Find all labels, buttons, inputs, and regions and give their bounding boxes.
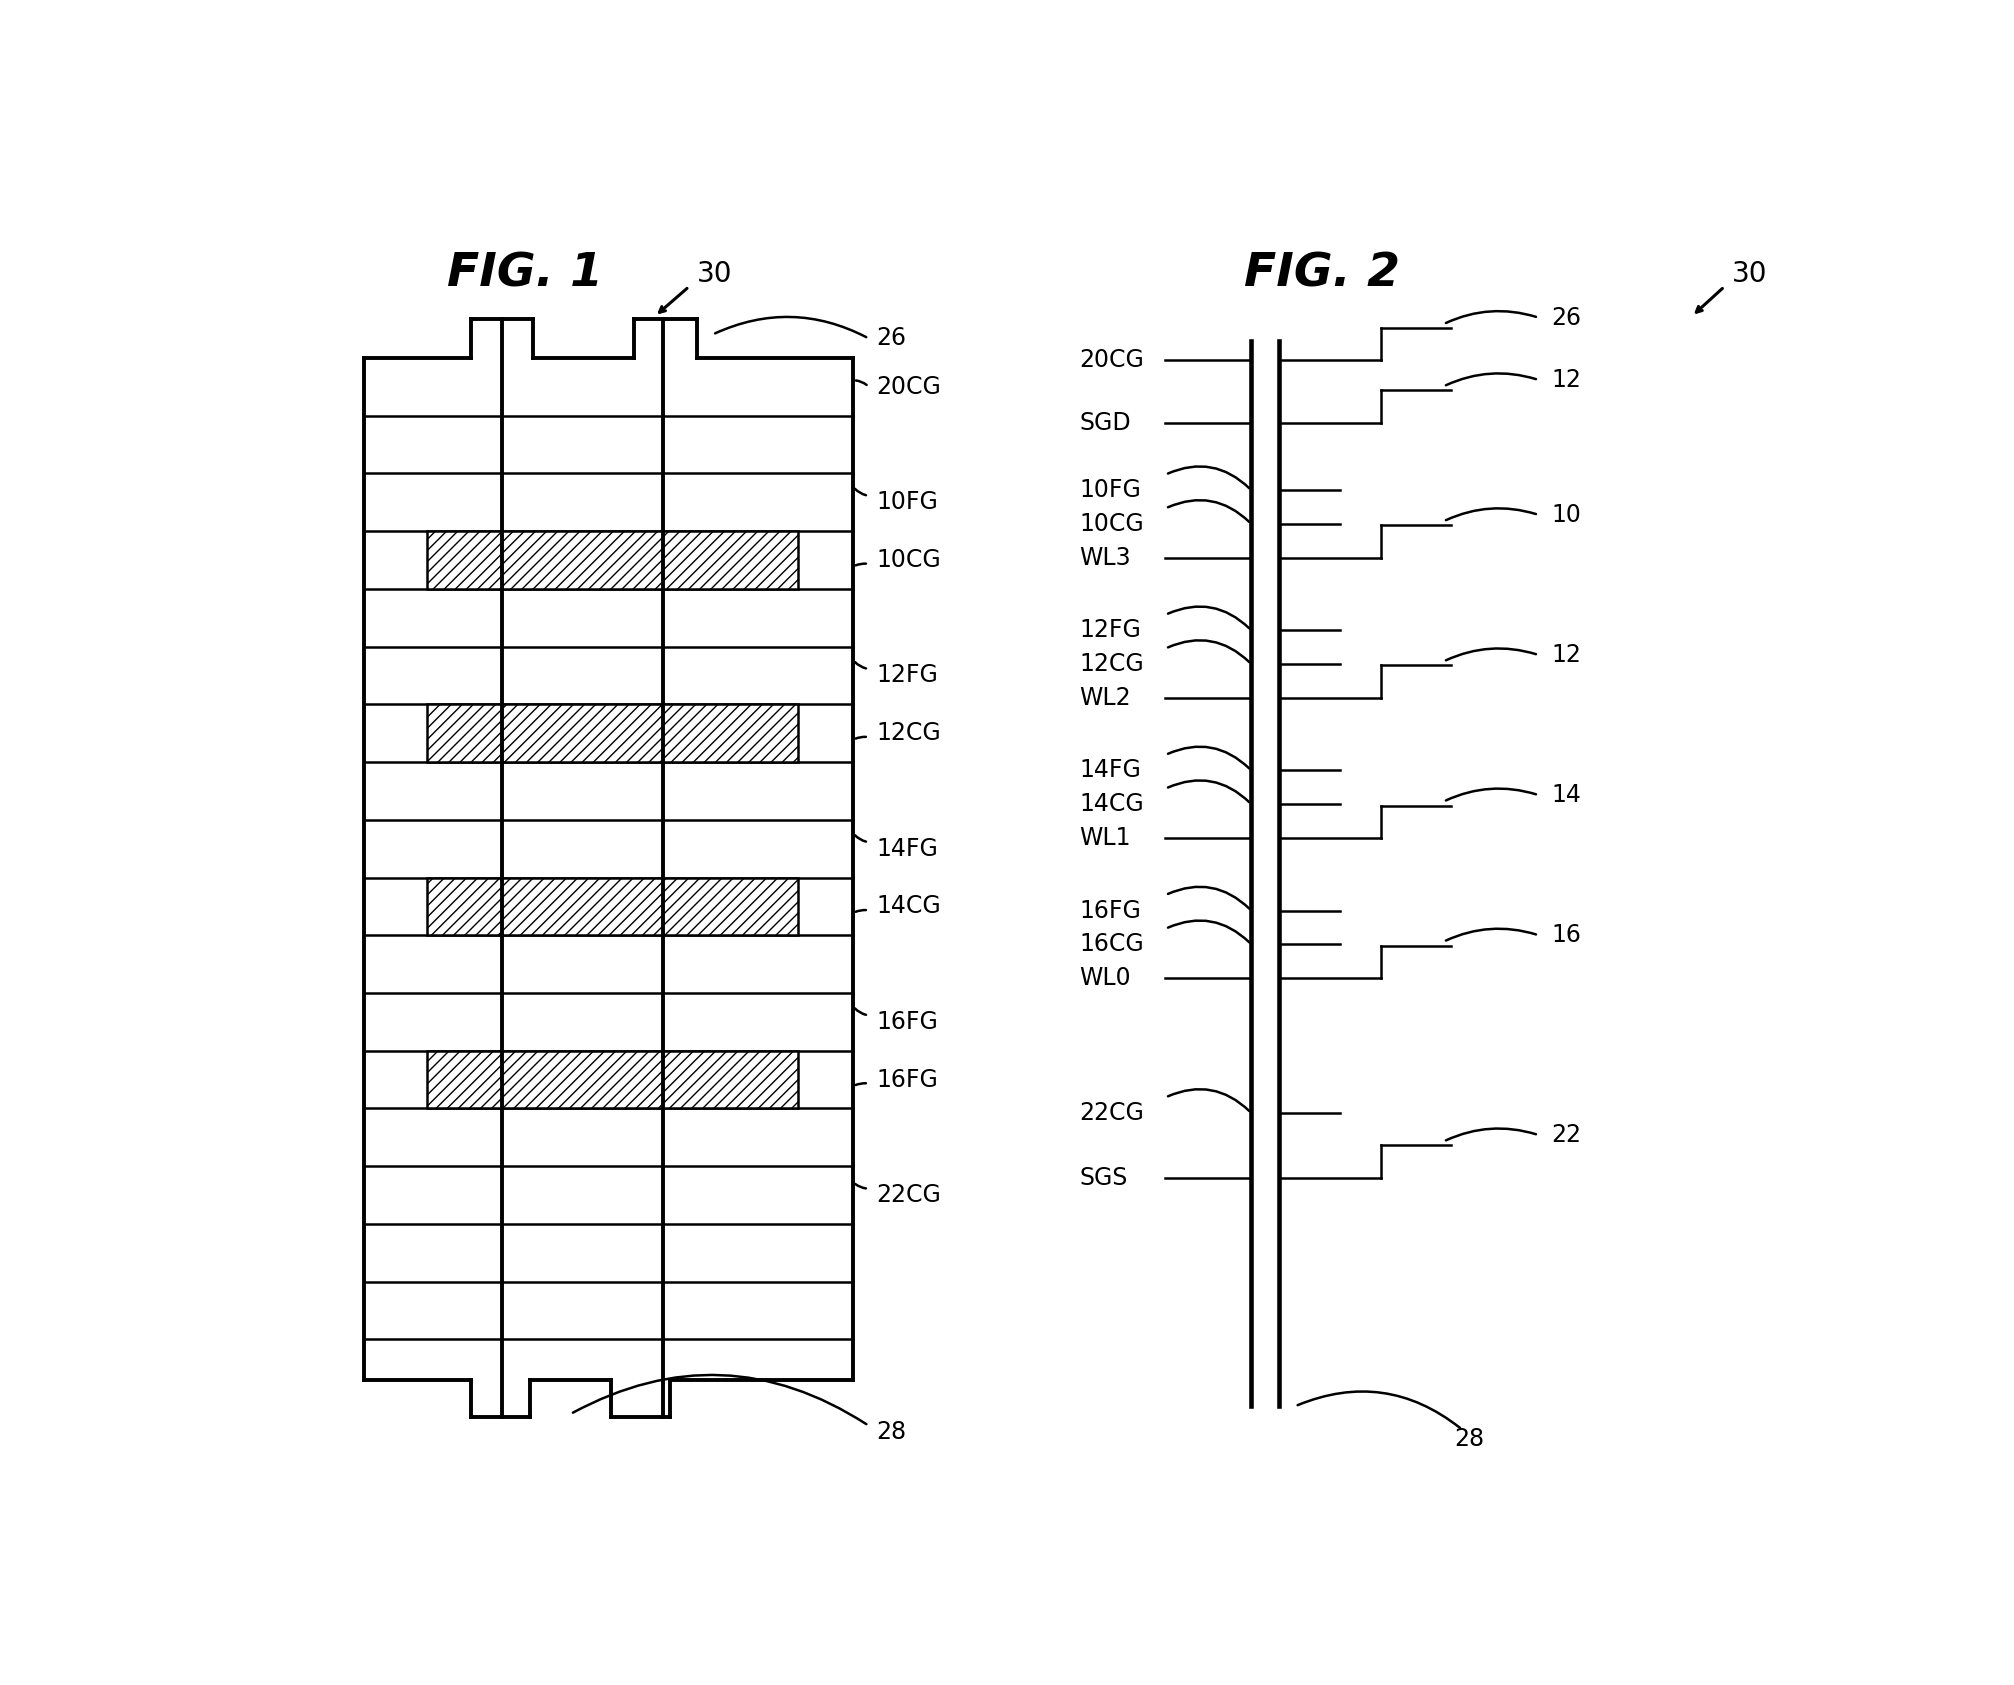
Text: FIG. 1: FIG. 1	[447, 251, 602, 297]
Text: 12FG: 12FG	[876, 664, 939, 687]
Text: 12CG: 12CG	[876, 721, 941, 745]
Text: 10FG: 10FG	[876, 490, 939, 514]
Text: 16: 16	[1551, 923, 1581, 947]
Text: WL1: WL1	[1080, 826, 1130, 849]
Text: 30: 30	[1732, 259, 1766, 288]
Bar	[427, 704, 798, 762]
Text: 22CG: 22CG	[876, 1183, 941, 1206]
Text: 26: 26	[1551, 305, 1581, 330]
Text: 14CG: 14CG	[876, 895, 941, 918]
Text: 22CG: 22CG	[1080, 1100, 1144, 1126]
Text: 14FG: 14FG	[1080, 758, 1140, 782]
Text: 16FG: 16FG	[876, 1009, 939, 1035]
Text: WL3: WL3	[1080, 546, 1130, 570]
Text: 28: 28	[1454, 1427, 1484, 1451]
Bar	[427, 1051, 798, 1109]
Text: 28: 28	[876, 1420, 906, 1444]
Text: WL2: WL2	[1080, 686, 1130, 709]
Text: 14FG: 14FG	[876, 837, 939, 861]
Text: 20CG: 20CG	[876, 374, 941, 399]
Text: 10CG: 10CG	[1080, 512, 1144, 536]
Text: 14CG: 14CG	[1080, 792, 1144, 816]
Text: 16FG: 16FG	[876, 1068, 939, 1092]
Text: 20CG: 20CG	[1080, 349, 1144, 372]
Text: 16CG: 16CG	[1080, 932, 1144, 957]
Bar	[427, 878, 798, 935]
Text: 12FG: 12FG	[1080, 618, 1140, 642]
Text: 10FG: 10FG	[1080, 479, 1140, 502]
Text: SGD: SGD	[1080, 411, 1130, 435]
Text: 12CG: 12CG	[1080, 652, 1144, 676]
Text: 16FG: 16FG	[1080, 898, 1140, 923]
Text: FIG. 2: FIG. 2	[1243, 251, 1400, 297]
Text: 22: 22	[1551, 1124, 1581, 1147]
Text: 30: 30	[697, 259, 731, 288]
Text: 12: 12	[1551, 367, 1581, 393]
Text: 12: 12	[1551, 644, 1581, 667]
Text: 14: 14	[1551, 784, 1581, 807]
Text: WL0: WL0	[1080, 966, 1130, 991]
Text: SGS: SGS	[1080, 1166, 1128, 1190]
Text: 26: 26	[876, 327, 906, 350]
Text: 10: 10	[1551, 502, 1581, 527]
Bar	[427, 531, 798, 588]
Text: 10CG: 10CG	[876, 548, 941, 571]
